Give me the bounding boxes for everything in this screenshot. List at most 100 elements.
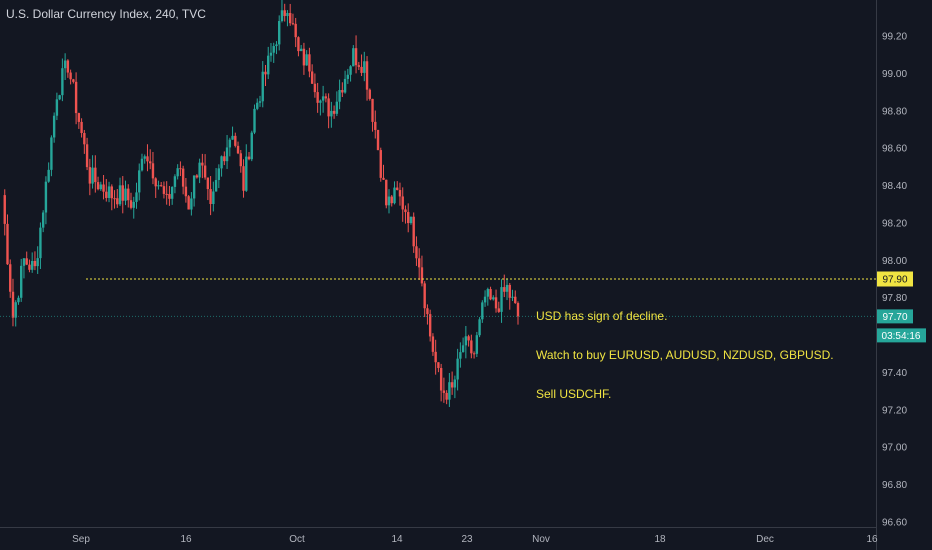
candle bbox=[201, 153, 204, 179]
candle bbox=[467, 334, 470, 347]
candle bbox=[492, 295, 495, 301]
candle bbox=[50, 135, 53, 177]
candle bbox=[382, 164, 385, 180]
candle bbox=[409, 216, 413, 225]
candle bbox=[138, 163, 141, 201]
candle bbox=[159, 181, 163, 187]
x-axis-ticks: Sep 16 Oct 14 23 Nov 18 Dec 16 bbox=[72, 534, 878, 545]
candle bbox=[478, 317, 481, 338]
candle bbox=[3, 189, 6, 236]
annotation-line-2: Watch to buy EURUSD, AUDUSD, NZDUSD, GBP… bbox=[536, 348, 834, 362]
candle bbox=[288, 3, 292, 26]
candle bbox=[33, 251, 37, 271]
candle bbox=[448, 372, 451, 407]
x-tick-label: Dec bbox=[756, 534, 774, 545]
candle bbox=[401, 187, 404, 222]
candle bbox=[407, 203, 410, 233]
candle bbox=[321, 85, 325, 113]
candle bbox=[170, 186, 174, 205]
candle bbox=[489, 286, 492, 301]
y-tick-label: 99.20 bbox=[882, 32, 907, 43]
candle bbox=[236, 141, 240, 155]
candle bbox=[420, 255, 424, 287]
candle bbox=[146, 144, 149, 172]
candle bbox=[47, 162, 50, 183]
candle bbox=[514, 290, 517, 304]
candle bbox=[151, 151, 155, 185]
candle bbox=[346, 68, 350, 84]
candle bbox=[310, 64, 314, 84]
candle bbox=[173, 174, 177, 194]
candle bbox=[105, 179, 108, 202]
candle bbox=[368, 88, 371, 101]
x-tick-label: 16 bbox=[866, 534, 878, 545]
candle bbox=[275, 41, 278, 55]
candle bbox=[116, 188, 119, 208]
candle bbox=[450, 371, 454, 395]
candle bbox=[107, 181, 111, 203]
candle bbox=[63, 53, 67, 80]
candle bbox=[58, 94, 61, 101]
chart-annotation[interactable]: USD has sign of decline. Watch to buy EU… bbox=[536, 284, 834, 427]
candle bbox=[25, 251, 28, 266]
candle bbox=[225, 135, 229, 169]
candle bbox=[17, 295, 20, 305]
candle bbox=[118, 177, 122, 207]
candle bbox=[258, 95, 262, 107]
candle bbox=[374, 110, 377, 139]
candle bbox=[505, 278, 509, 301]
candle bbox=[253, 104, 256, 135]
candle bbox=[91, 155, 94, 189]
x-tick-label: Nov bbox=[532, 534, 550, 545]
x-tick-label: Sep bbox=[72, 534, 90, 545]
candle bbox=[365, 56, 369, 101]
candle bbox=[206, 177, 210, 201]
candle bbox=[143, 154, 146, 164]
candle bbox=[343, 70, 347, 94]
candle bbox=[140, 153, 144, 172]
y-tick-label: 98.00 bbox=[882, 256, 907, 267]
countdown-label: 03:54:16 bbox=[882, 331, 921, 342]
candle bbox=[267, 46, 270, 80]
candle bbox=[66, 59, 70, 78]
candles bbox=[3, 0, 520, 407]
candle bbox=[99, 181, 103, 191]
candle bbox=[77, 112, 81, 129]
candle bbox=[341, 82, 344, 98]
candle bbox=[280, 0, 284, 23]
candle bbox=[332, 105, 336, 119]
candle bbox=[94, 155, 97, 193]
candle bbox=[456, 348, 459, 391]
candle bbox=[360, 54, 363, 77]
candle bbox=[412, 212, 415, 253]
candle bbox=[217, 164, 221, 189]
candle bbox=[214, 168, 218, 192]
candle bbox=[376, 129, 380, 151]
candle bbox=[294, 17, 297, 48]
y-tick-label: 97.20 bbox=[882, 405, 907, 416]
y-tick-label: 97.00 bbox=[882, 443, 907, 454]
candle bbox=[52, 112, 56, 143]
y-tick-label: 97.40 bbox=[882, 368, 907, 379]
candle bbox=[220, 155, 223, 177]
candle bbox=[483, 290, 487, 307]
candle bbox=[500, 279, 503, 323]
candle bbox=[445, 390, 448, 405]
candle bbox=[299, 45, 303, 52]
candle bbox=[242, 159, 245, 198]
level-price-badge: 97.90 bbox=[877, 271, 913, 287]
candle bbox=[439, 363, 443, 402]
chart-title: U.S. Dollar Currency Index, 240, TVC bbox=[6, 7, 206, 21]
candle bbox=[305, 50, 308, 66]
y-tick-label: 99.00 bbox=[882, 69, 907, 80]
candle bbox=[132, 196, 135, 219]
candle bbox=[486, 287, 490, 306]
candle bbox=[327, 93, 330, 129]
candle bbox=[508, 283, 511, 310]
candle bbox=[20, 258, 23, 302]
candle bbox=[269, 43, 273, 62]
level-price-label: 97.90 bbox=[882, 275, 907, 286]
